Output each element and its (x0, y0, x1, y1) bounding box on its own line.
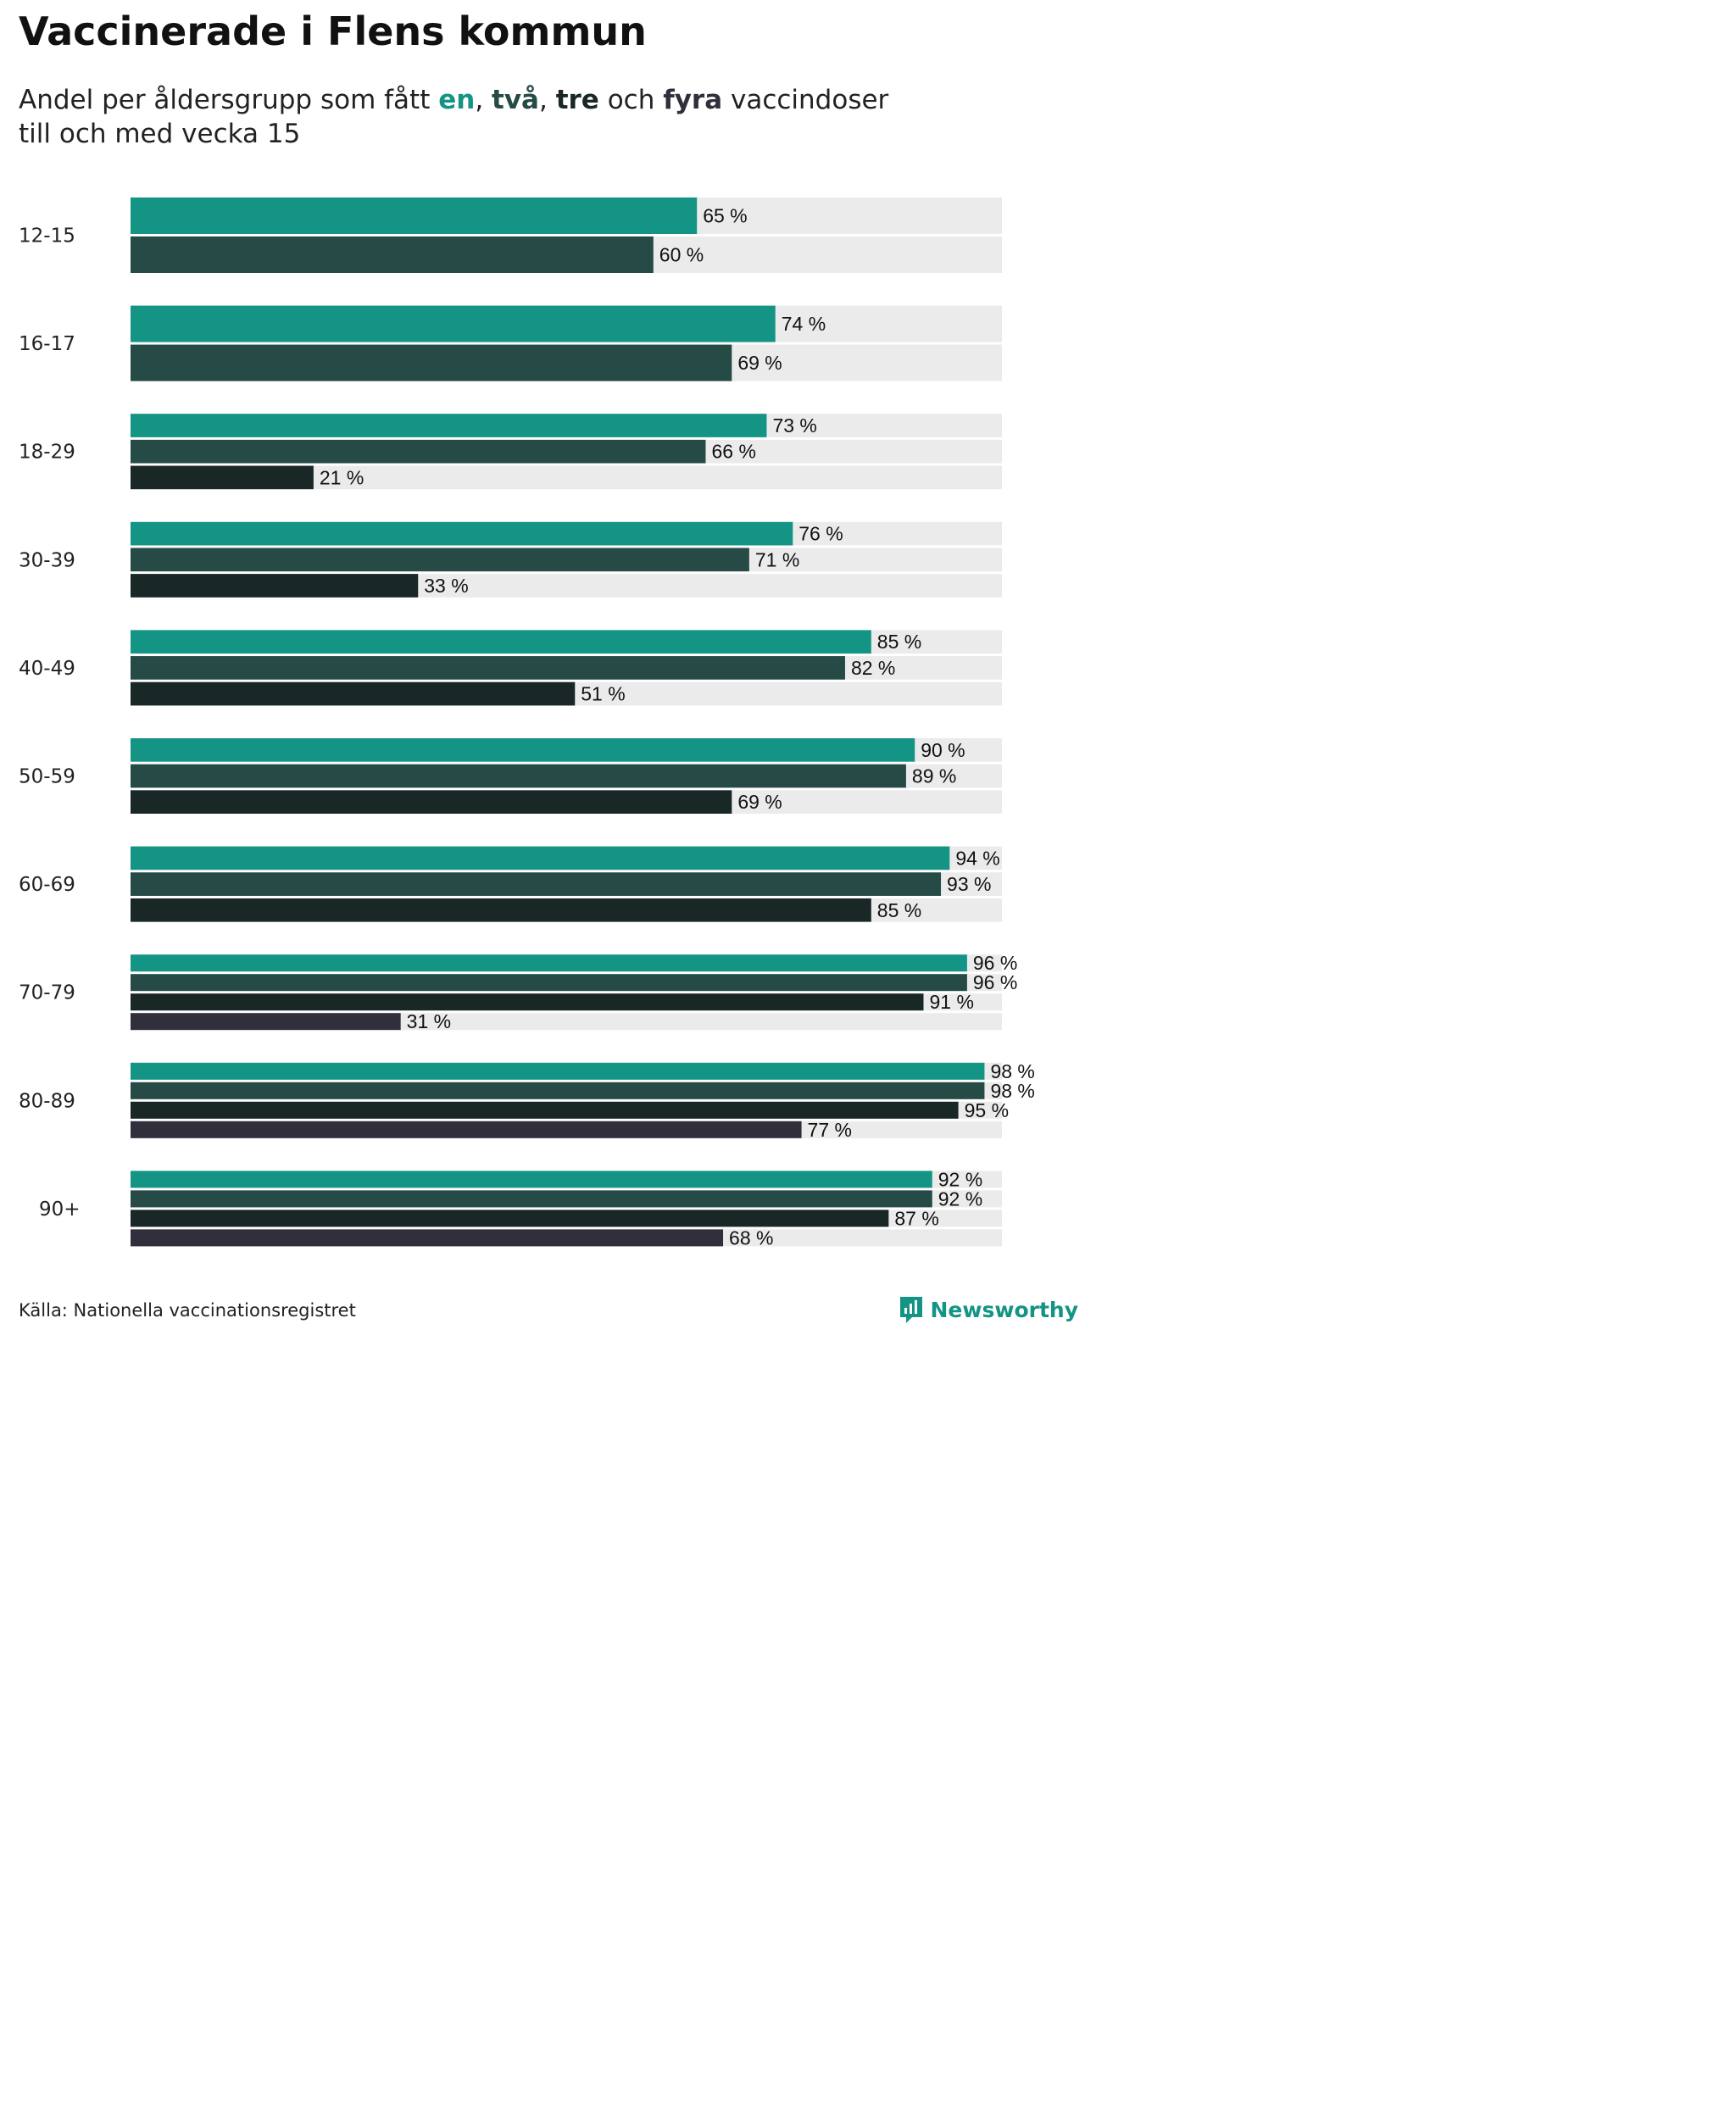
value-label: 96 % (973, 971, 1017, 993)
value-label: 60 % (659, 244, 704, 266)
value-label: 68 % (729, 1226, 773, 1249)
legend-dose3: tre (555, 85, 599, 115)
brand-name: Newsworthy (930, 1297, 1079, 1322)
bar-en-80-89 (131, 1062, 985, 1080)
value-label: 94 % (955, 847, 999, 869)
value-label: 90 % (921, 739, 965, 761)
value-label: 76 % (798, 523, 843, 545)
bar-en-16-17 (131, 305, 776, 342)
bar-tre-70-79 (131, 993, 924, 1011)
bar-tre-80-89 (131, 1101, 959, 1119)
subtitle-separator: , (538, 85, 556, 115)
bar-tre-60-69 (131, 898, 871, 922)
bar-en-60-69 (131, 846, 950, 870)
value-label: 92 % (938, 1168, 982, 1190)
value-label: 51 % (581, 683, 625, 705)
bar-två-50-59 (131, 764, 906, 788)
value-label: 31 % (407, 1010, 451, 1032)
bar-två-16-17 (131, 344, 732, 381)
bar-en-18-29 (131, 414, 767, 437)
value-label: 33 % (424, 575, 468, 597)
value-label: 93 % (947, 873, 991, 895)
value-label: 69 % (737, 791, 782, 813)
value-label: 73 % (772, 414, 816, 437)
legend-dose4: fyra (663, 85, 723, 115)
subtitle-suffix: vaccindoser (722, 85, 889, 115)
bar-en-90+ (131, 1171, 932, 1188)
bar-två-40-49 (131, 656, 845, 680)
value-label: 96 % (973, 952, 1017, 974)
bar-en-50-59 (131, 738, 915, 762)
bar-fyra-80-89 (131, 1121, 802, 1138)
bar-två-70-79 (131, 974, 967, 992)
value-label: 21 % (320, 466, 364, 488)
source-note: Källa: Nationella vaccinationsregistret (19, 1300, 356, 1321)
bar-två-12-15 (131, 236, 654, 273)
bar-två-30-39 (131, 548, 749, 572)
category-label: 70-79 (19, 982, 75, 1004)
value-label: 69 % (737, 352, 782, 374)
value-label: 71 % (755, 548, 799, 570)
category-label: 40-49 (19, 658, 75, 680)
bar-två-80-89 (131, 1082, 985, 1099)
category-label: 50-59 (19, 766, 75, 788)
category-label: 90+ (39, 1199, 81, 1221)
category-label: 12-15 (19, 225, 75, 247)
bar-tre-40-49 (131, 681, 576, 706)
bar-två-18-29 (131, 439, 706, 464)
subtitle-prefix: Andel per åldersgrupp som fått (19, 85, 439, 115)
value-label: 65 % (703, 205, 747, 227)
subtitle-line2: till och med vecka 15 (19, 119, 301, 149)
value-label: 77 % (808, 1119, 852, 1141)
category-label: 18-29 (19, 442, 75, 464)
brand-logo: Newsworthy (899, 1295, 1079, 1324)
bar-fyra-90+ (131, 1229, 724, 1247)
subtitle-conjunction: och (598, 85, 664, 115)
bar-två-90+ (131, 1190, 932, 1208)
bar-två-60-69 (131, 872, 942, 896)
chart-title: Vaccinerade i Flens kommun (19, 8, 647, 54)
bar-tre-90+ (131, 1210, 889, 1227)
value-label: 91 % (929, 991, 973, 1013)
chart-subtitle: Andel per åldersgrupp som fått en, två, … (19, 83, 1036, 151)
value-label: 98 % (990, 1060, 1034, 1082)
value-label: 89 % (912, 765, 956, 787)
category-label: 60-69 (19, 874, 75, 896)
bar-tre-18-29 (131, 465, 314, 490)
category-label: 80-89 (19, 1090, 75, 1112)
value-label: 82 % (851, 657, 895, 679)
bar-en-30-39 (131, 521, 793, 546)
bar-fyra-70-79 (131, 1013, 401, 1031)
value-label: 85 % (877, 631, 921, 653)
value-label: 87 % (894, 1207, 938, 1229)
bar-tre-30-39 (131, 574, 419, 598)
value-label: 98 % (990, 1080, 1034, 1102)
value-label: 95 % (965, 1099, 1009, 1121)
value-label: 92 % (938, 1187, 982, 1210)
bar-tre-50-59 (131, 790, 732, 814)
legend-dose2: två (492, 85, 539, 115)
category-label: 16-17 (19, 333, 75, 355)
value-label: 85 % (877, 899, 921, 921)
bar-en-40-49 (131, 630, 871, 654)
bar-en-70-79 (131, 954, 967, 972)
value-label: 66 % (711, 441, 755, 463)
newsworthy-logo-icon (899, 1297, 922, 1323)
category-label: 30-39 (19, 549, 75, 571)
legend-dose1: en (438, 85, 476, 115)
value-label: 74 % (782, 313, 826, 335)
bar-en-12-15 (131, 197, 698, 234)
subtitle-separator: , (475, 85, 492, 115)
